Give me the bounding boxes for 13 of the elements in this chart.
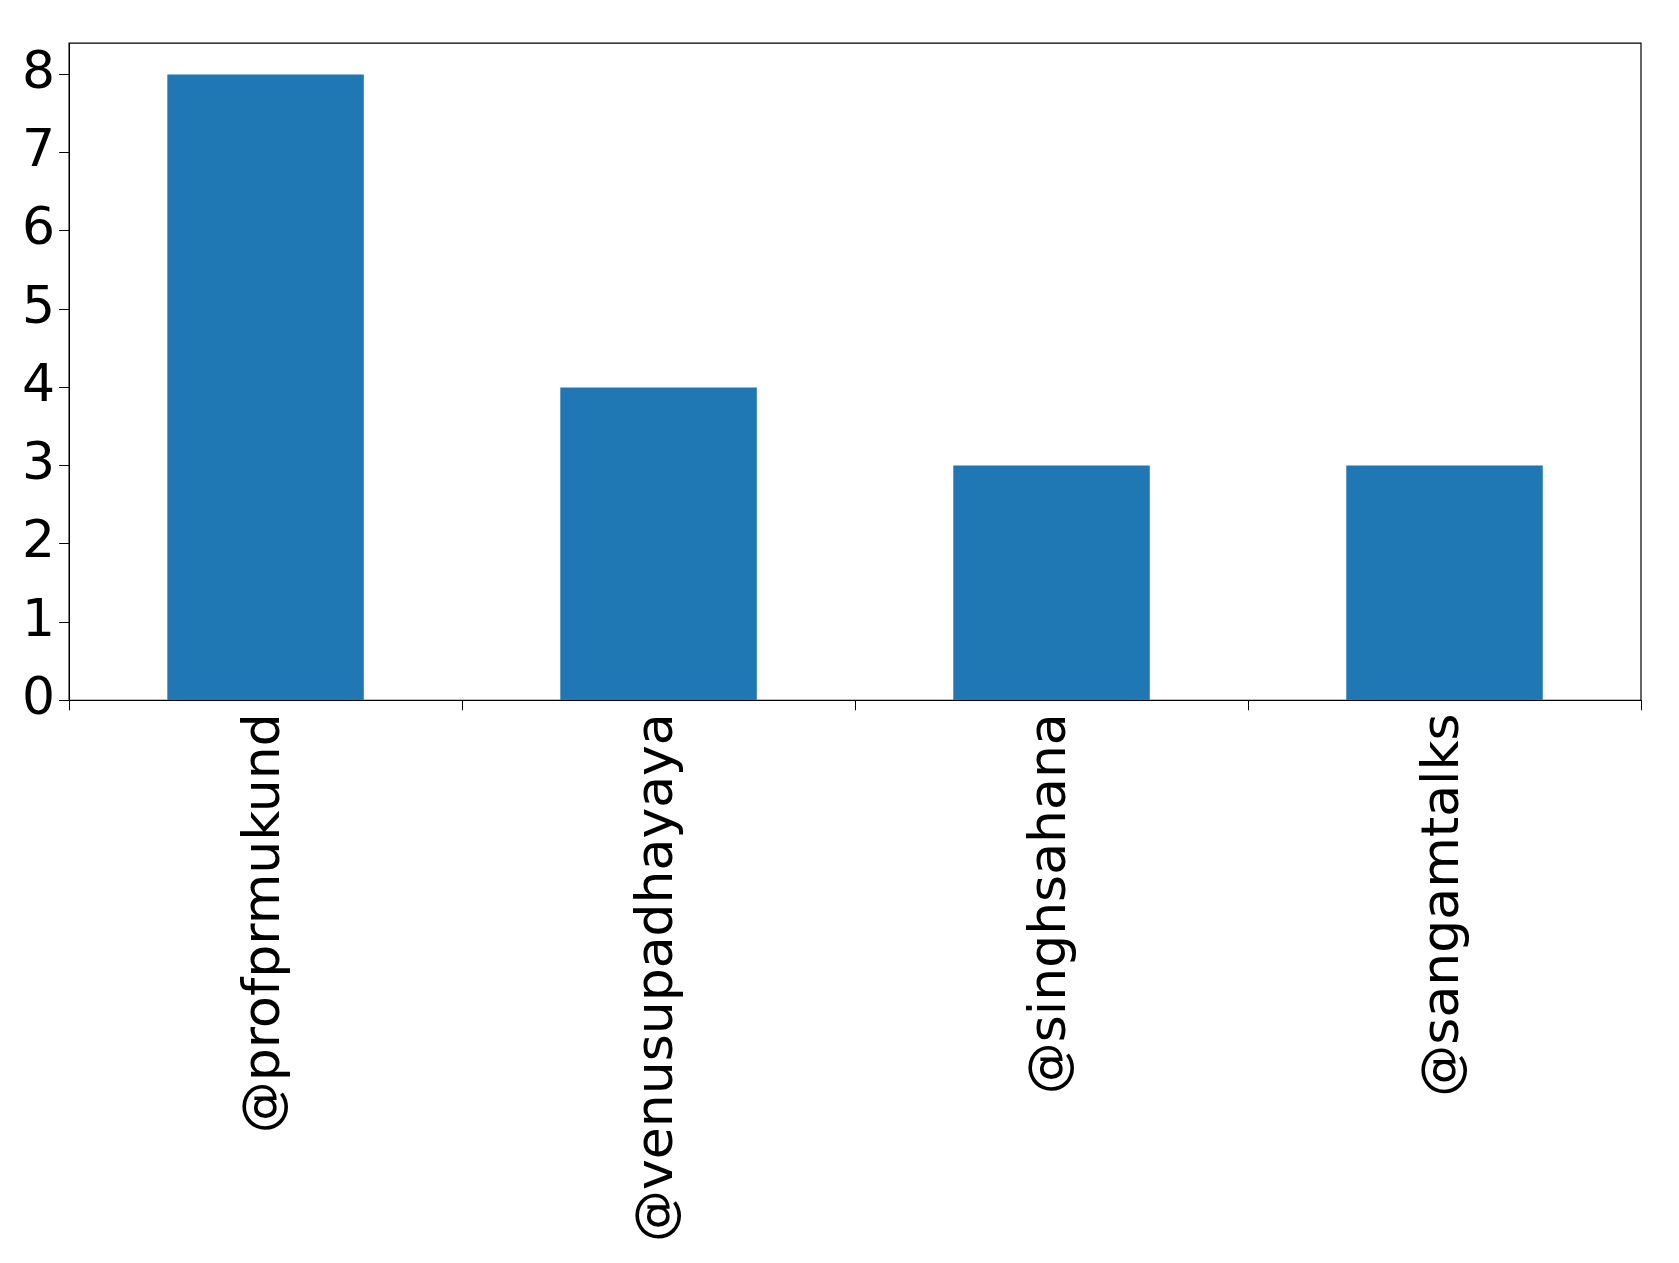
- y-tick-label: 3: [21, 431, 56, 492]
- x-tick-label: @singhsahana: [1017, 713, 1078, 1095]
- y-tick-label: 8: [21, 40, 56, 101]
- x-tick-label: @venusupadhayaya: [624, 713, 685, 1243]
- y-tick-label: 5: [21, 274, 56, 335]
- y-tick-label: 4: [21, 352, 56, 413]
- y-tick-label: 0: [21, 665, 56, 726]
- x-tick-label: @sangamtalks: [1410, 713, 1471, 1097]
- y-tick-label: 6: [21, 196, 56, 257]
- y-tick-label: 2: [21, 509, 56, 570]
- y-tick-label: 7: [21, 118, 56, 179]
- y-tick-label: 1: [21, 587, 56, 648]
- x-tick-label: @profprmukund: [231, 713, 292, 1134]
